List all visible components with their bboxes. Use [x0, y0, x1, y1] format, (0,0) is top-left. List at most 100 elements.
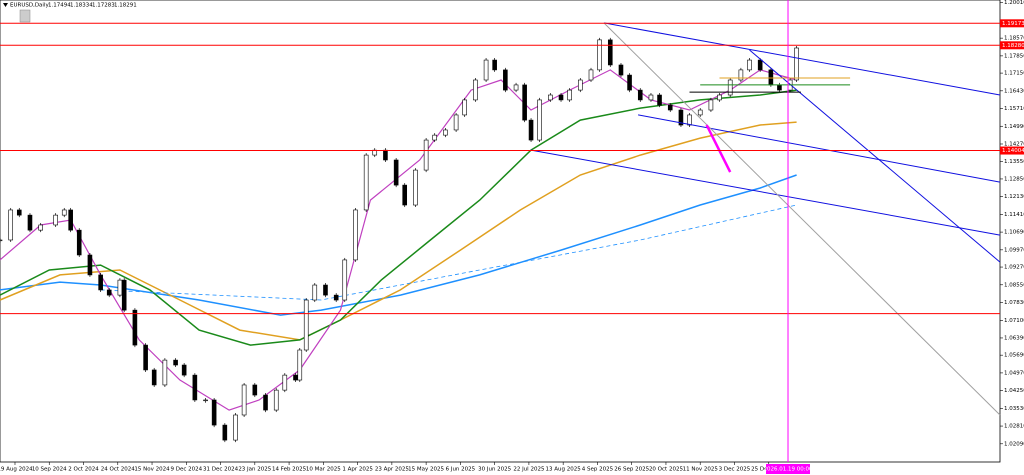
trendline	[705, 124, 732, 173]
candle-body	[393, 159, 399, 186]
candle-body	[76, 229, 82, 256]
candle-body	[687, 114, 692, 126]
y-tick-label: 1.14270	[1004, 141, 1024, 147]
candle-body	[98, 274, 103, 291]
candle-body	[757, 59, 763, 71]
candle-body	[607, 39, 613, 66]
y-tick-label: 1.12130	[1004, 194, 1024, 200]
candle-body	[462, 99, 467, 116]
candle-body	[162, 359, 168, 386]
y-tick-label: 1.03530	[1004, 406, 1024, 412]
x-tick-label: 23 Apr 2025	[375, 467, 410, 473]
cursor-badge	[766, 464, 811, 474]
candle-body	[27, 214, 33, 231]
plot-frame	[0, 0, 1001, 463]
quote-open: 1.17494	[48, 3, 71, 9]
x-tick-label: 24 Oct 2024	[101, 467, 136, 473]
candle-body	[273, 389, 279, 411]
candle-body	[423, 139, 429, 171]
moving-average	[0, 121, 797, 341]
candle-body	[117, 279, 123, 296]
x-tick-label: 26 Sep 2025	[614, 467, 649, 473]
candle-body	[333, 294, 339, 301]
menu-arrow[interactable]	[3, 3, 8, 7]
candle-body	[233, 414, 238, 441]
trendline	[638, 114, 1001, 183]
candle-body	[303, 299, 309, 351]
plot-area	[0, 0, 1001, 462]
x-tick-label: 2 Oct 2024	[68, 467, 99, 473]
y-tick-label: 1.06390	[1004, 335, 1024, 341]
y-tick-label: 1.18570	[1004, 36, 1024, 42]
candle-body	[492, 59, 497, 71]
level-label: 1.18280	[1002, 43, 1024, 49]
candle-body	[323, 284, 328, 296]
y-tick-label: 1.14990	[1004, 124, 1024, 130]
candle-body	[597, 39, 602, 71]
quote-high: 1.18334	[70, 3, 93, 9]
candle-body	[588, 69, 594, 81]
candle-body	[132, 309, 138, 346]
candle-body	[627, 74, 632, 91]
candle-body	[241, 384, 247, 416]
candle-body	[0, 239, 3, 242]
candle-body	[768, 69, 774, 86]
y-tick-label: 1.20010	[1004, 0, 1024, 6]
x-tick-label: 31 Dec 2024	[203, 467, 239, 473]
candle-body	[738, 69, 744, 81]
candle-body	[312, 284, 318, 301]
candle-body	[708, 99, 714, 111]
y-tick-label: 1.10690	[1004, 230, 1024, 236]
quote-close: 1.18291	[114, 3, 137, 9]
candle-body	[678, 109, 684, 126]
x-tick-label: 15 Nov 2024	[134, 467, 170, 473]
candle-body	[717, 94, 722, 101]
candle-body	[473, 79, 478, 101]
trendline	[530, 149, 1001, 236]
candle-body	[121, 279, 127, 311]
candle-body	[577, 79, 583, 91]
candle-body	[363, 154, 369, 211]
candle-body	[38, 224, 43, 231]
x-tick-label: 13 Aug 2025	[546, 467, 582, 473]
candle-body	[548, 94, 553, 101]
cursor-label: 2026.01.19 00:00	[763, 467, 813, 473]
x-tick-label: 11 Nov 2025	[683, 467, 719, 473]
candle-body	[16, 209, 22, 216]
toolbox[interactable]	[19, 9, 31, 23]
candle-body	[297, 349, 303, 381]
candle-body	[567, 89, 572, 101]
candle-body	[794, 47, 799, 81]
candle-body	[503, 69, 508, 91]
candle-body	[342, 259, 348, 301]
y-tick-label: 1.13550	[1004, 159, 1024, 165]
level-label: 1.19173	[1002, 21, 1024, 27]
candle-body	[667, 104, 673, 111]
candle-body	[727, 79, 733, 96]
level-label: 1.14004	[1002, 148, 1024, 154]
candle-body	[143, 344, 148, 371]
candle-body	[203, 399, 208, 402]
level-badge	[1000, 146, 1024, 155]
x-tick-label: 30 Jun 2025	[478, 467, 512, 473]
candle-body	[211, 399, 217, 426]
candle-body	[383, 149, 388, 161]
candle-body	[181, 364, 187, 376]
candle-body	[87, 254, 93, 276]
candle-body	[537, 99, 542, 141]
y-tick-label: 1.15710	[1004, 106, 1024, 112]
candle-body	[747, 59, 752, 71]
candle-body	[106, 289, 112, 296]
x-tick-label: 4 Sep 2025	[582, 467, 614, 473]
x-tick-label: 3 Dec 2025	[719, 467, 751, 473]
y-tick-label: 1.05690	[1004, 353, 1024, 359]
y-tick-label: 1.04250	[1004, 388, 1024, 394]
x-tick-label: 10 Mar 2025	[306, 467, 341, 473]
y-tick-label: 1.02090	[1004, 441, 1024, 447]
x-tick-label: 10 Sep 2024	[32, 467, 67, 473]
candle-body	[483, 59, 489, 81]
x-tick-label: 23 Jan 2025	[238, 467, 271, 473]
candle-body	[353, 209, 358, 261]
